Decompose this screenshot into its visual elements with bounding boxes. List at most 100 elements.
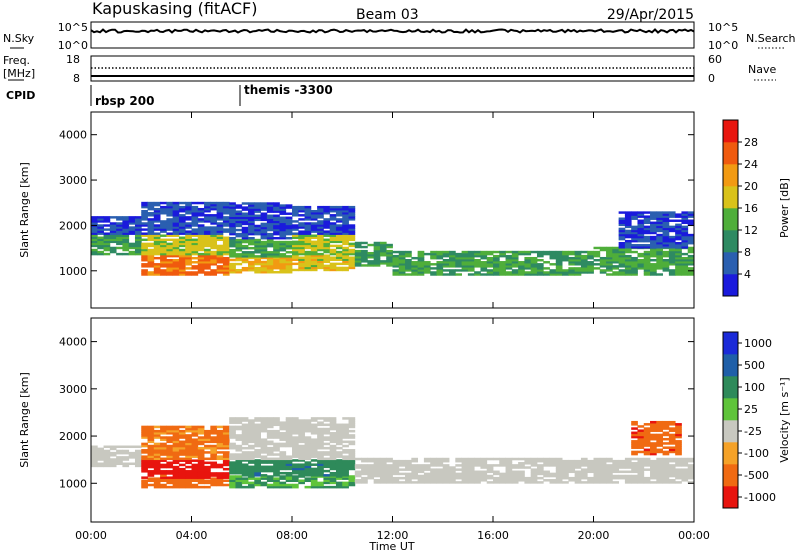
velocity-cell-509 <box>235 469 243 473</box>
power-cell-1363 <box>505 254 513 258</box>
velocity-cell-1092 <box>442 479 450 482</box>
power-cell-1273 <box>449 252 456 256</box>
velocity-cell-248 <box>153 446 161 450</box>
power-cell-895 <box>329 256 337 259</box>
velocity-cell-309 <box>178 432 186 435</box>
power-cell-1114 <box>348 214 356 217</box>
power-cell-1822 <box>675 215 682 218</box>
power-cell-1480 <box>587 271 594 274</box>
velocity-cell-398 <box>222 442 230 446</box>
power-cell-111 <box>128 232 136 235</box>
velocity-cell-1483 <box>631 452 638 456</box>
power-cell-529 <box>216 228 224 231</box>
velocity-cell-213 <box>222 463 230 467</box>
power-cell-1034 <box>304 205 312 209</box>
power-cell-1491 <box>593 263 601 266</box>
power-cell-1835 <box>681 221 689 225</box>
power-cell-623 <box>229 253 236 256</box>
velocity-cell-1475 <box>687 474 695 478</box>
velocity-cell-1021 <box>392 464 400 467</box>
power-cell-148 <box>153 265 161 268</box>
power-cell-1445 <box>562 256 569 260</box>
power-cell-1698 <box>624 217 632 220</box>
velocity-cell-667 <box>241 455 249 458</box>
power-cell-279 <box>160 234 167 237</box>
velocity-cell-1203 <box>511 470 519 474</box>
power-cell-1051 <box>317 220 324 223</box>
power-cell-953 <box>317 248 324 252</box>
velocity-cell-410 <box>229 479 236 483</box>
velocity-cell-1416 <box>650 464 657 467</box>
velocity-cell-1062 <box>423 474 431 478</box>
velocity-cell-299 <box>178 457 186 461</box>
power-cell-728 <box>241 232 249 236</box>
power-cell-1094 <box>342 230 349 233</box>
power-cell-565 <box>235 256 243 260</box>
power-cell-1407 <box>536 269 544 272</box>
power-cell-648 <box>248 246 255 250</box>
velocity-cell-1271 <box>562 481 569 484</box>
power-cell-1658 <box>681 252 689 256</box>
power-cell-454 <box>178 220 186 223</box>
velocity-cell-1260 <box>555 479 563 482</box>
power-cell-1006 <box>292 220 299 223</box>
power-cell-1675 <box>618 237 626 241</box>
velocity-cell-1117 <box>455 457 462 461</box>
velocity-cell-1045 <box>411 470 419 474</box>
noise-panel: N.Sky N.Search 10^5 10^0 10^5 10^0 <box>3 21 796 52</box>
power-cell-1620 <box>662 252 670 256</box>
power-cell-1042 <box>310 214 318 217</box>
power-cell-270 <box>153 234 161 237</box>
velocity-cell-738 <box>266 442 274 446</box>
velocity-cell-28 <box>109 462 117 466</box>
velocity-cell-1076 <box>430 464 437 467</box>
power-yticks-label-1: 2000 <box>59 219 87 232</box>
velocity-cell-1555 <box>662 423 670 426</box>
power-cell-981 <box>335 240 343 244</box>
power-cell-1654 <box>681 263 689 266</box>
power-cell-1371 <box>511 259 519 262</box>
velocity-cell-256 <box>160 457 167 461</box>
power-cell-772 <box>260 234 268 238</box>
power-cell-1679 <box>618 229 626 233</box>
power-cell-248 <box>141 246 148 250</box>
power-cell-1429 <box>555 273 563 276</box>
noise-right-tick-top: 10^5 <box>708 21 738 34</box>
power-cell-168 <box>166 254 174 258</box>
power-cell-486 <box>191 207 199 211</box>
velocity-cell-918 <box>335 434 343 437</box>
velocity-cell-1022 <box>392 462 400 465</box>
power-cell-159 <box>160 254 167 258</box>
power-cell-306 <box>185 250 192 254</box>
velocity-cell-1094 <box>442 474 450 478</box>
power-cell-104 <box>122 228 130 231</box>
power-cell-1323 <box>480 250 488 254</box>
velocity-cell-83 <box>172 485 180 489</box>
velocity-cell-899 <box>329 440 337 444</box>
power-cell-850 <box>292 258 299 261</box>
velocity-cell-251 <box>153 436 161 439</box>
velocity-cell-443 <box>273 481 280 485</box>
power-cell-282 <box>166 248 174 252</box>
power-cell-1009 <box>292 210 299 213</box>
velocity-cell-592 <box>310 467 318 471</box>
power-cell-872 <box>310 260 318 264</box>
power-cell-409 <box>160 226 167 229</box>
power-cell-1339 <box>493 263 500 266</box>
velocity-cell-29 <box>109 460 117 463</box>
velocity-cell-731 <box>260 419 268 422</box>
velocity-colorbar-label: Velocity [m s⁻¹] <box>778 377 791 462</box>
velocity-cell-345 <box>197 449 205 452</box>
power-cell-1041 <box>310 216 318 219</box>
velocity-cell-890 <box>323 419 331 422</box>
velocity-cell-380 <box>216 455 224 458</box>
power-cell-763 <box>254 218 261 222</box>
power-cell-589 <box>260 260 268 264</box>
power-cell-1013 <box>298 230 305 233</box>
power-cell-385 <box>147 222 155 225</box>
velocity-cell-693 <box>248 432 255 435</box>
velocity-cell-386 <box>216 438 224 441</box>
power-cell-163 <box>166 267 174 270</box>
power-cell-1362 <box>505 256 513 260</box>
velocity-cell-619 <box>335 467 343 471</box>
